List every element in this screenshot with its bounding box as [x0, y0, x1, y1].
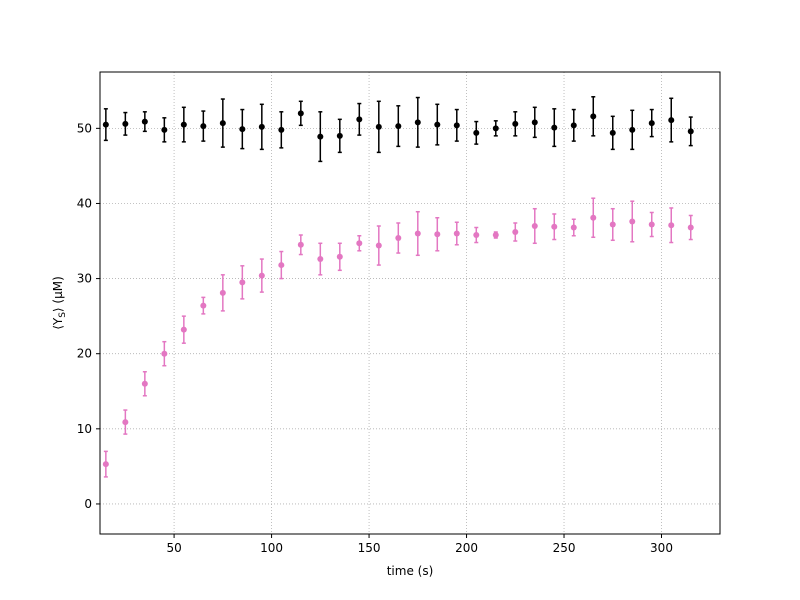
- data-point: [629, 126, 636, 133]
- series-1: [102, 96, 694, 163]
- data-point: [551, 124, 558, 131]
- series-2: [102, 197, 694, 478]
- data-point: [570, 122, 577, 129]
- data-point: [258, 123, 265, 130]
- data-point: [609, 129, 616, 136]
- data-point: [648, 221, 655, 228]
- data-point: [258, 272, 265, 279]
- data-point: [473, 129, 480, 136]
- x-tick-label: 50: [166, 541, 181, 555]
- y-tick-label: 10: [77, 422, 92, 436]
- x-tick-label: 100: [260, 541, 283, 555]
- data-point: [180, 326, 187, 333]
- data-point: [668, 222, 675, 229]
- plot-frame: [99, 71, 721, 535]
- data-point: [473, 232, 480, 239]
- y-tick-label: 40: [77, 196, 92, 210]
- data-point: [375, 123, 382, 130]
- data-point: [434, 121, 441, 128]
- data-point: [141, 380, 148, 387]
- data-point: [590, 214, 597, 221]
- data-point: [317, 256, 324, 263]
- data-point: [141, 118, 148, 125]
- y-tick-label: 30: [77, 272, 92, 286]
- x-tick-label: 250: [553, 541, 576, 555]
- data-point: [648, 120, 655, 127]
- data-point: [336, 132, 343, 139]
- data-point: [434, 231, 441, 238]
- data-point: [219, 289, 226, 296]
- x-axis-label: time (s): [387, 564, 434, 578]
- data-point: [219, 120, 226, 127]
- series-layer: [102, 96, 694, 478]
- x-tick-label: 200: [455, 541, 478, 555]
- data-point: [492, 125, 499, 132]
- data-point: [200, 123, 207, 130]
- data-point: [609, 221, 616, 228]
- data-point: [687, 128, 694, 135]
- data-point: [122, 120, 129, 127]
- data-point: [629, 218, 636, 225]
- x-tick-label: 150: [358, 541, 381, 555]
- data-point: [356, 240, 363, 247]
- data-point: [531, 119, 538, 126]
- data-point: [512, 120, 519, 127]
- data-point: [161, 350, 168, 357]
- data-point: [492, 232, 499, 239]
- data-point: [453, 122, 460, 129]
- data-point: [453, 230, 460, 237]
- data-point: [414, 119, 421, 126]
- data-point: [590, 113, 597, 120]
- data-point: [414, 230, 421, 237]
- x-tick-label: 300: [650, 541, 673, 555]
- data-point: [317, 133, 324, 140]
- data-point: [531, 223, 538, 229]
- data-point: [239, 126, 246, 133]
- data-point: [375, 242, 382, 249]
- data-point: [122, 419, 129, 426]
- data-point: [395, 123, 402, 130]
- data-point: [180, 121, 187, 128]
- data-point: [356, 116, 363, 123]
- data-point: [200, 302, 207, 309]
- y-axis-label: ⟨YS⟩ (μM): [51, 276, 68, 330]
- data-point: [336, 253, 343, 260]
- data-point: [278, 262, 285, 269]
- y-tick-label: 0: [84, 497, 92, 511]
- data-point: [512, 229, 519, 236]
- grid: [100, 72, 720, 534]
- data-point: [161, 126, 168, 133]
- y-tick-label: 20: [77, 347, 92, 361]
- data-point: [239, 279, 246, 286]
- data-point: [668, 117, 675, 124]
- data-point: [102, 461, 109, 468]
- data-point: [102, 121, 109, 128]
- data-point: [395, 235, 402, 242]
- data-point: [570, 224, 577, 231]
- data-point: [278, 126, 285, 133]
- y-tick-label: 50: [77, 121, 92, 135]
- data-point: [297, 110, 304, 117]
- data-point: [297, 241, 304, 248]
- data-point: [551, 223, 558, 230]
- data-point: [687, 224, 694, 231]
- ticks: 50 100 150 200 250 300 0 10 20 30 40 50: [77, 121, 673, 555]
